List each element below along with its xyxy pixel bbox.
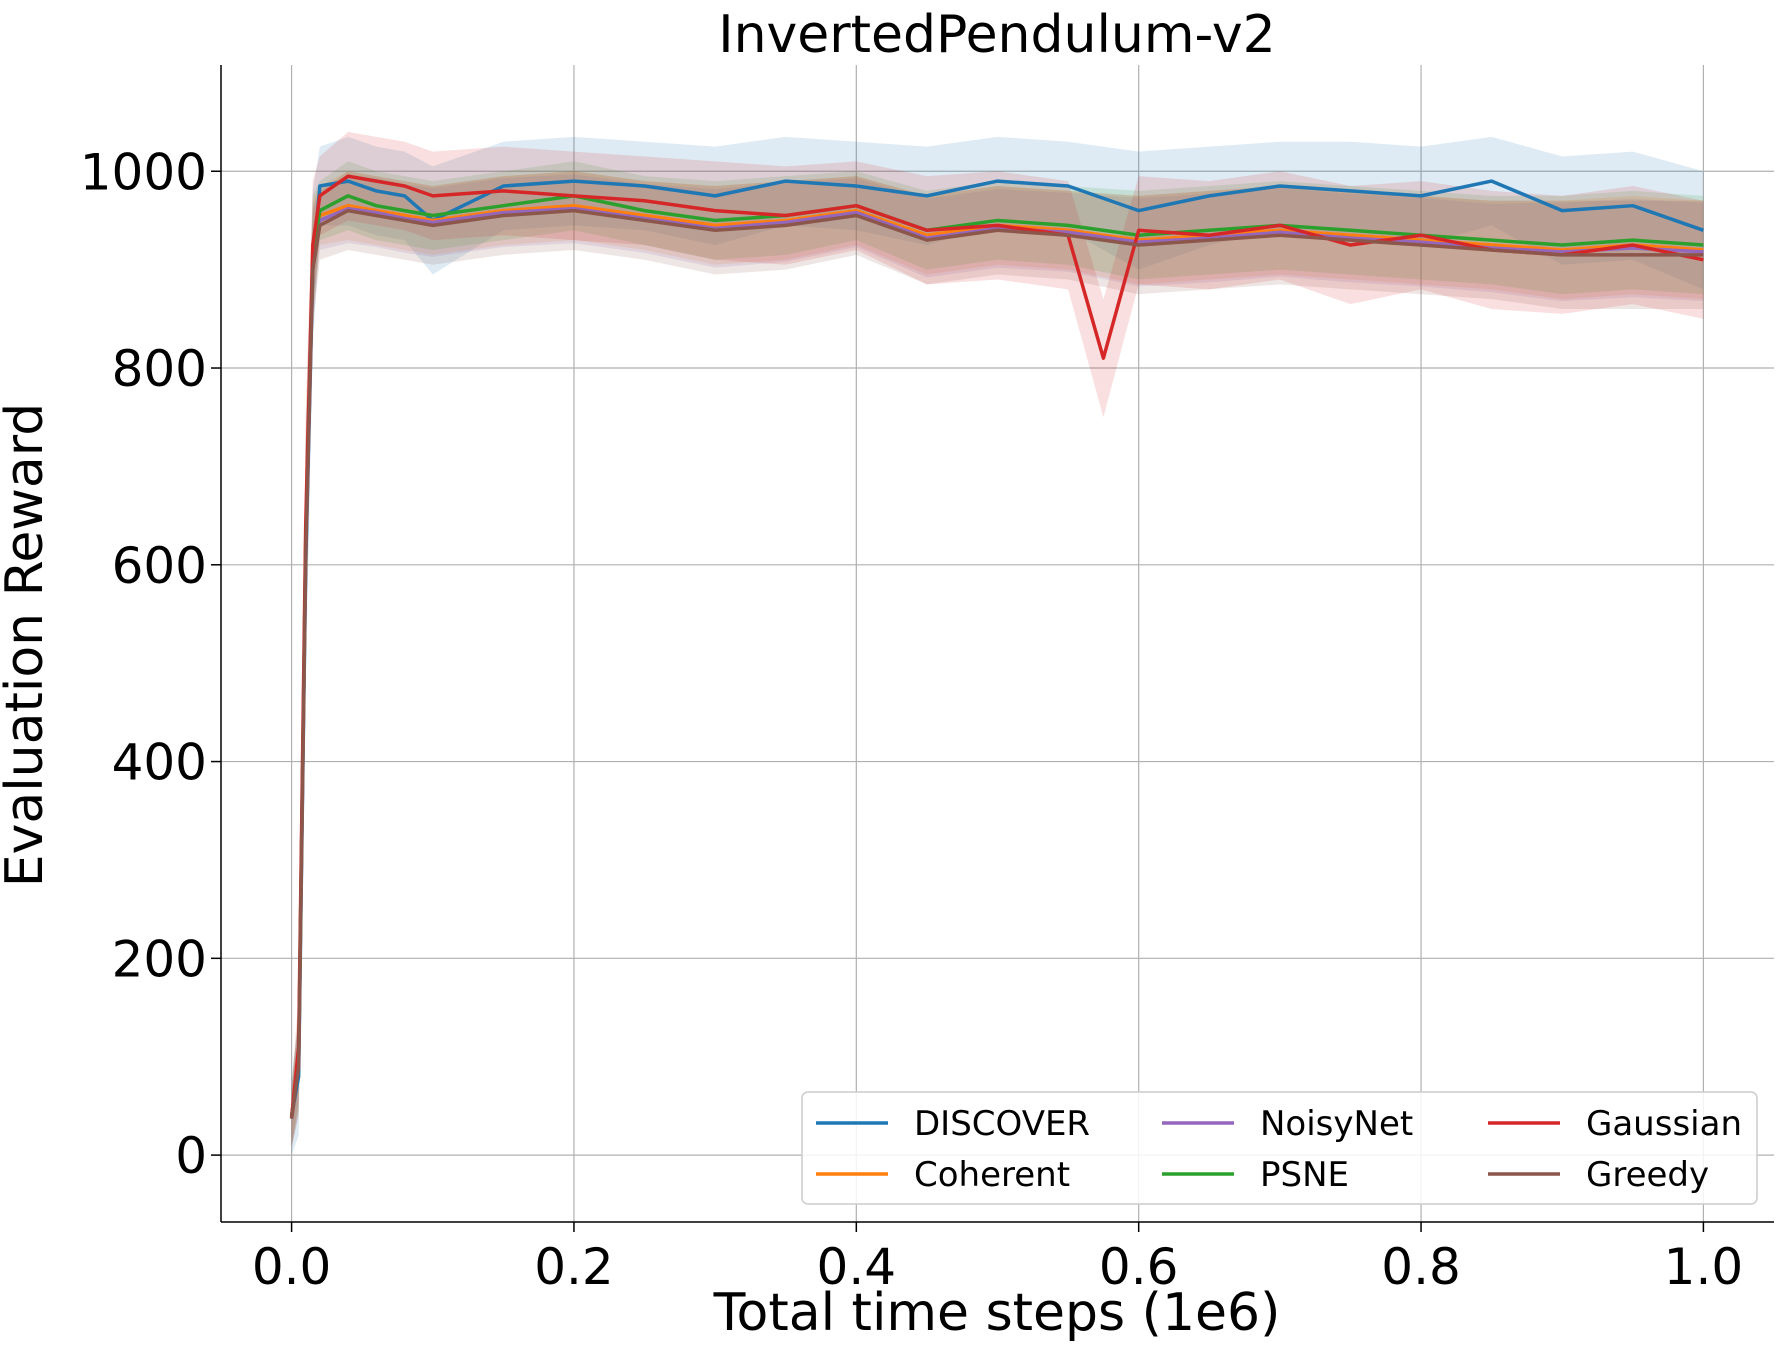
legend-label-gaussian: Gaussian xyxy=(1586,1104,1742,1144)
y-tick-label: 200 xyxy=(112,930,207,988)
series-lines xyxy=(289,174,1704,1119)
x-tick-label: 0.8 xyxy=(1381,1238,1461,1296)
x-axis-title: Total time steps (1e6) xyxy=(713,1283,1281,1343)
legend-frame xyxy=(801,1091,1758,1205)
legend-label-coherent: Coherent xyxy=(914,1155,1070,1195)
std-band-discover xyxy=(291,136,1704,1156)
series-line-discover xyxy=(289,179,1704,1117)
std-band-greedy xyxy=(291,171,1704,1149)
x-tick-label: 1.0 xyxy=(1664,1238,1744,1296)
tick-labels: 0.0 0.2 0.4 0.6 0.8 1.0 0 200 400 600 800 1000 xyxy=(80,143,1743,1296)
chart-title: InvertedPendulum-v2 xyxy=(718,5,1276,65)
std-band-coherent xyxy=(291,171,1704,1148)
x-tick-label: 0.6 xyxy=(1099,1238,1179,1296)
y-tick-label: 600 xyxy=(112,537,207,595)
std-band-noisynet xyxy=(291,174,1704,1149)
x-tick-label: 0.0 xyxy=(252,1238,332,1296)
legend-label-noisynet: NoisyNet xyxy=(1260,1104,1413,1144)
std-band-psne xyxy=(291,161,1704,1147)
y-axis-title: Evaluation Reward xyxy=(0,403,55,888)
series-line-greedy xyxy=(289,208,1704,1119)
axes xyxy=(211,65,1774,1232)
x-tick-label: 0.4 xyxy=(817,1238,897,1296)
std-band-gaussian xyxy=(291,131,1704,1148)
x-tick-label: 0.2 xyxy=(534,1238,614,1296)
legend-label-psne: PSNE xyxy=(1260,1155,1349,1195)
y-tick-label: 0 xyxy=(175,1127,207,1185)
legend-label-discover: DISCOVER xyxy=(914,1104,1090,1144)
series-line-noisynet xyxy=(289,206,1704,1119)
grid xyxy=(221,65,1774,1222)
legend-label-greedy: Greedy xyxy=(1586,1155,1709,1195)
series-line-gaussian xyxy=(289,174,1704,1118)
y-tick-label: 800 xyxy=(112,340,207,398)
y-tick-label: 400 xyxy=(112,734,207,792)
legend: DISCOVER Coherent NoisyNet PSNE Gaussian Gree… xyxy=(801,1091,1758,1205)
std-bands xyxy=(291,131,1704,1156)
y-tick-label: 1000 xyxy=(80,143,207,201)
